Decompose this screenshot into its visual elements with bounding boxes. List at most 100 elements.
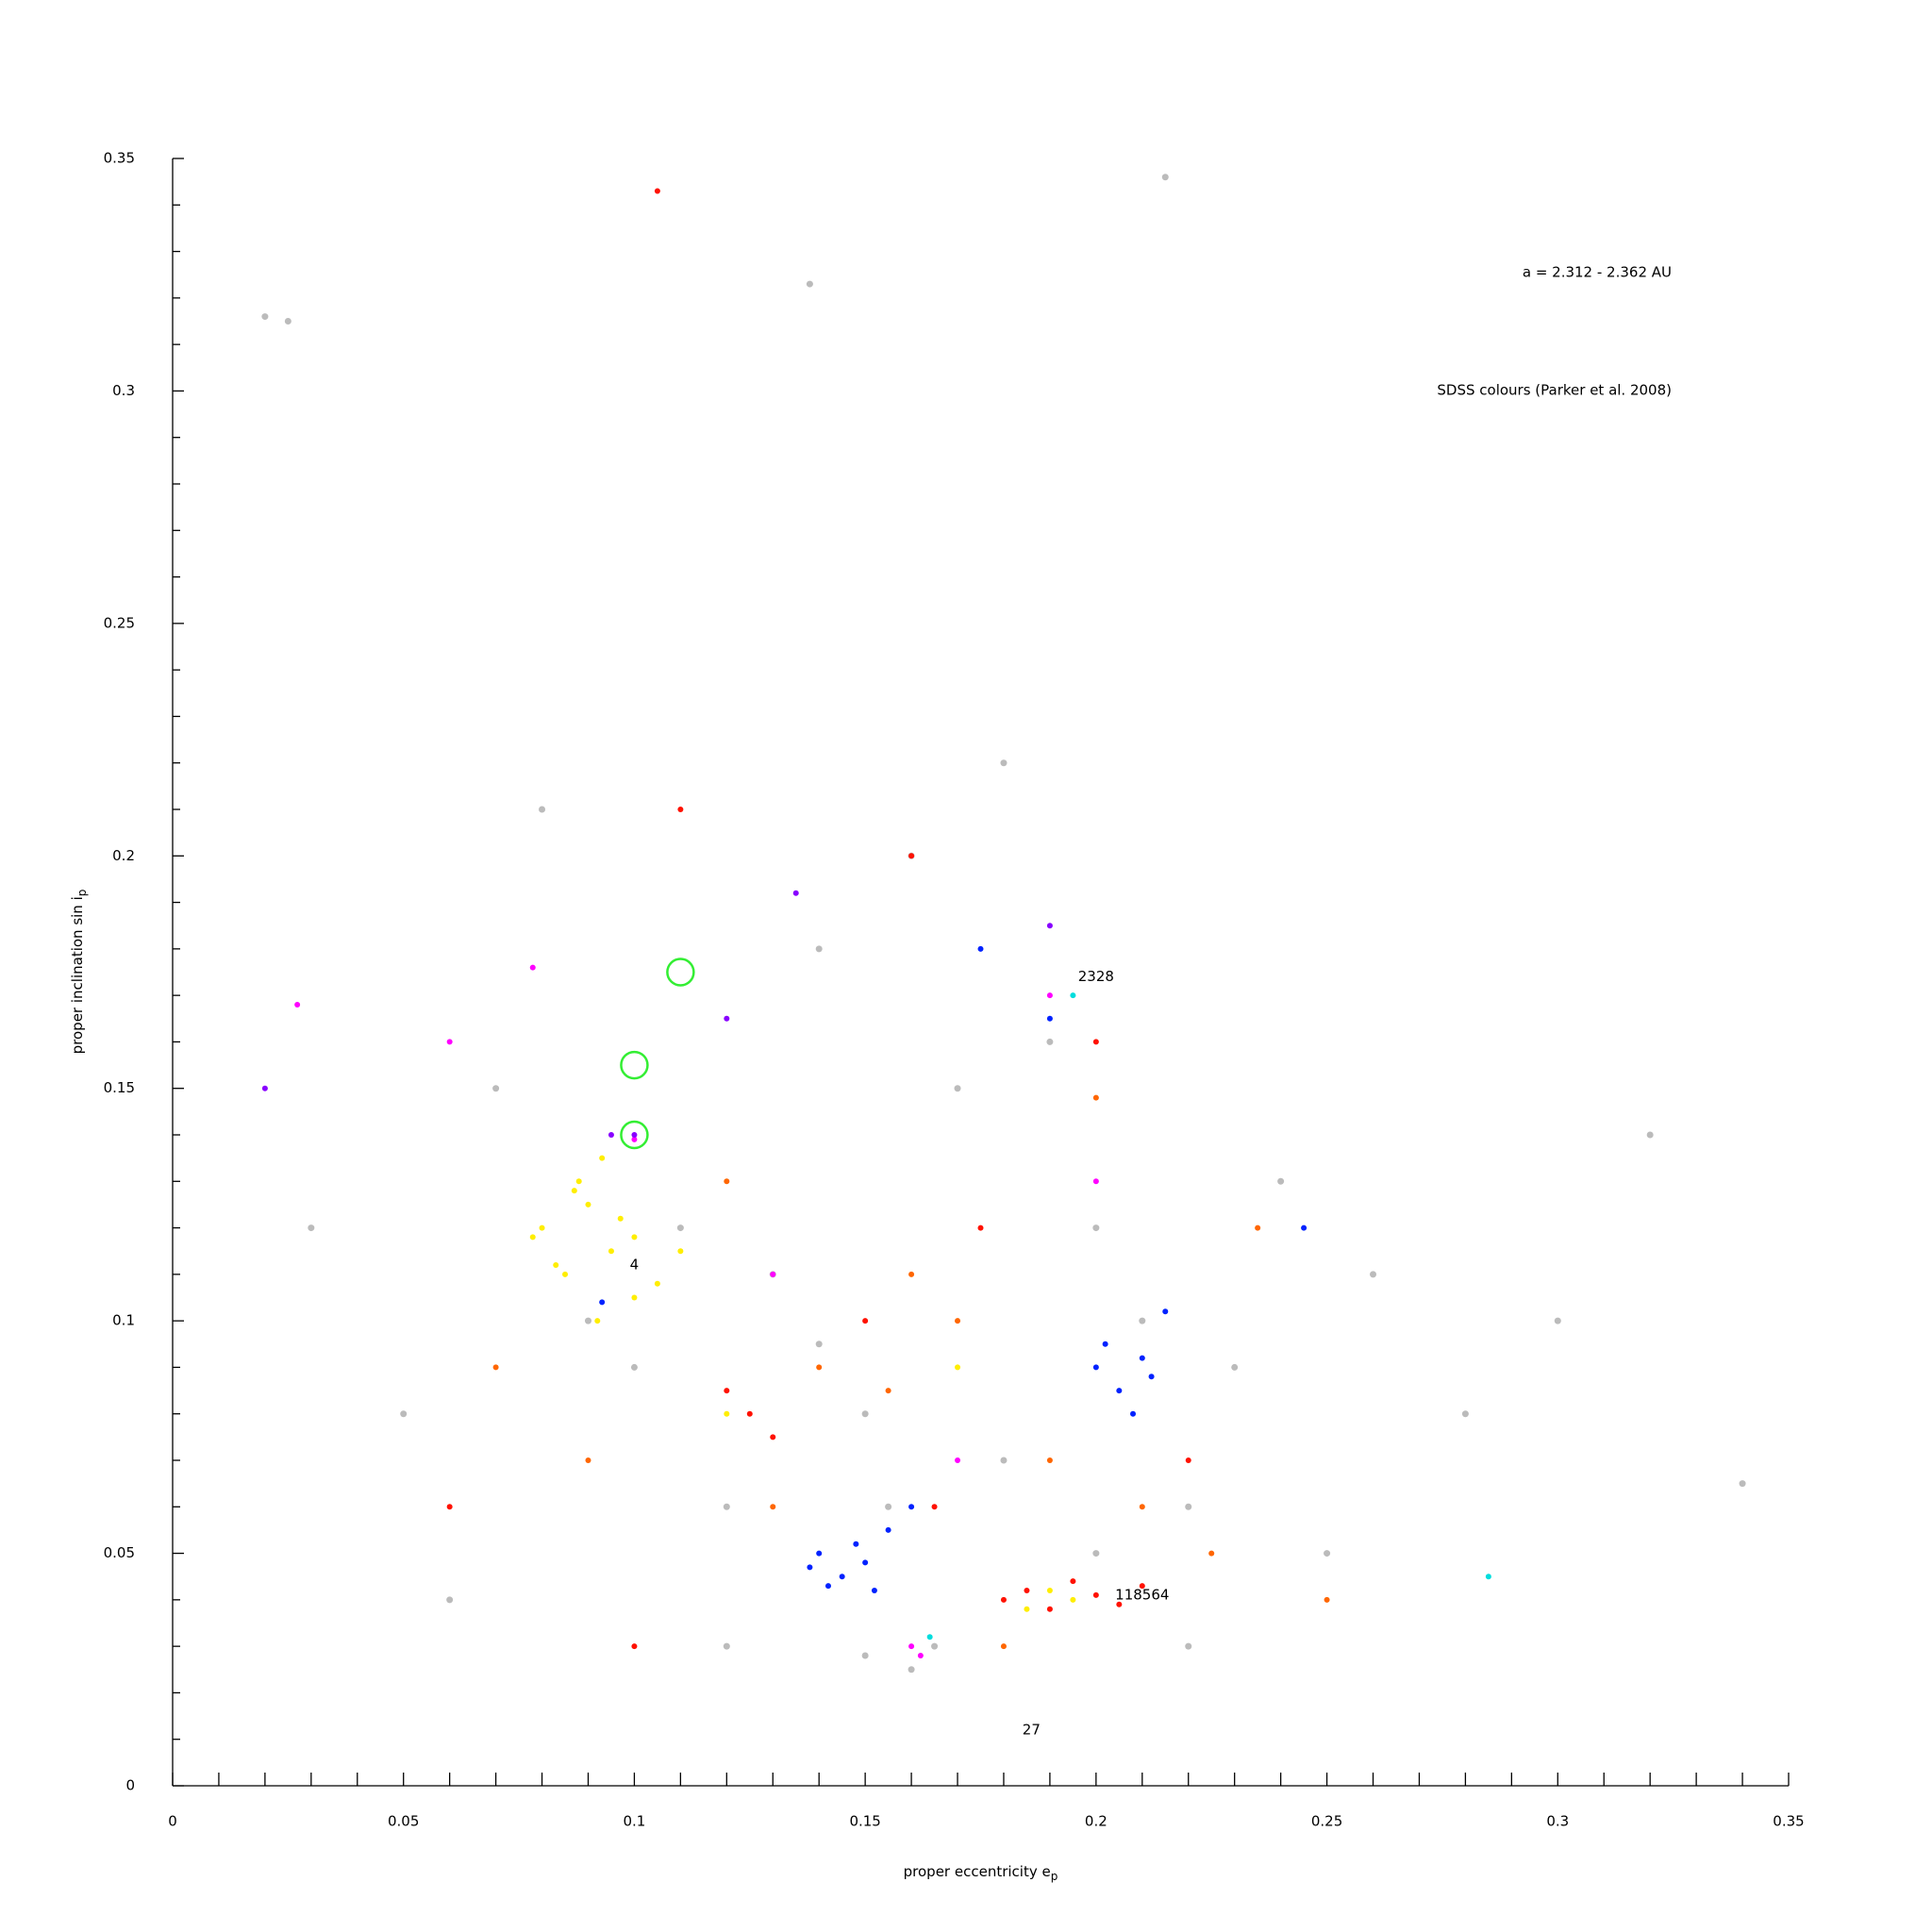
point — [1116, 1388, 1123, 1394]
point — [599, 1299, 606, 1306]
point — [954, 1085, 961, 1092]
x-tick-label: 0 — [168, 1813, 177, 1830]
point — [1102, 1341, 1108, 1347]
point — [885, 1503, 892, 1510]
point — [815, 1341, 823, 1348]
point — [1130, 1410, 1137, 1417]
point — [1000, 1643, 1007, 1650]
point — [746, 1410, 753, 1417]
point — [1185, 1642, 1192, 1650]
point — [1139, 1504, 1145, 1510]
y-tick-label: 0.2 — [112, 847, 135, 864]
highlight-circle — [620, 1120, 649, 1150]
point — [1116, 1601, 1123, 1607]
point — [926, 1634, 933, 1641]
point — [908, 1504, 915, 1510]
point — [1070, 1578, 1076, 1585]
highlight-circle — [620, 1050, 649, 1080]
point — [1046, 1606, 1053, 1612]
point — [917, 1653, 924, 1658]
point — [585, 1201, 591, 1208]
y-tick-label: 0.15 — [104, 1079, 135, 1096]
point — [529, 964, 536, 971]
point — [631, 1234, 638, 1241]
point — [1046, 923, 1053, 929]
point — [770, 1271, 776, 1277]
y-axis-label: proper inclination sin ip — [69, 890, 89, 1055]
point — [1161, 174, 1169, 181]
point — [261, 313, 269, 321]
x-tick-label: 0.2 — [1085, 1813, 1108, 1830]
point — [1277, 1177, 1285, 1185]
point — [1070, 1596, 1076, 1603]
point — [931, 1504, 938, 1510]
family-label: 27 — [1023, 1721, 1041, 1738]
point — [446, 1596, 454, 1604]
point — [1739, 1480, 1746, 1488]
point — [630, 1363, 638, 1371]
point — [724, 1410, 730, 1417]
point — [1301, 1224, 1307, 1231]
point — [1139, 1317, 1146, 1324]
y-tick-label: 0.05 — [104, 1544, 135, 1561]
point — [1139, 1355, 1145, 1361]
point — [806, 280, 813, 288]
point — [908, 1643, 915, 1650]
point — [1208, 1550, 1215, 1557]
point — [1092, 1094, 1099, 1101]
point — [631, 1132, 638, 1138]
y-tick-label: 0.3 — [112, 382, 135, 399]
point — [492, 1364, 499, 1371]
point — [1046, 1457, 1053, 1463]
point — [908, 1271, 915, 1277]
point — [955, 1457, 961, 1463]
point — [631, 1294, 638, 1301]
family-label: 118564 — [1115, 1586, 1169, 1603]
point — [571, 1188, 577, 1194]
point — [1646, 1131, 1654, 1139]
point — [871, 1588, 877, 1593]
point — [1139, 1583, 1145, 1590]
point — [608, 1248, 614, 1255]
point — [955, 1364, 961, 1371]
note: SDSS colours (Parker et al. 2008) — [1437, 382, 1672, 399]
point — [853, 1541, 859, 1547]
point — [1185, 1503, 1192, 1510]
point — [977, 1224, 984, 1231]
point — [816, 1550, 823, 1557]
x-tick-label: 0.35 — [1773, 1813, 1804, 1830]
y-tick-label: 0.35 — [104, 150, 135, 167]
point — [1046, 1015, 1053, 1022]
point — [261, 1085, 268, 1091]
note: a = 2.312 - 2.362 AU — [1523, 264, 1672, 281]
point — [1092, 1178, 1099, 1185]
point — [885, 1388, 891, 1394]
point — [585, 1457, 591, 1463]
point — [1046, 1588, 1053, 1593]
point — [723, 1503, 730, 1510]
point — [1046, 1038, 1054, 1045]
y-axis-label-main: proper inclination sin i — [69, 896, 86, 1054]
point — [562, 1271, 569, 1277]
point — [584, 1317, 591, 1324]
point — [1324, 1550, 1331, 1557]
point — [294, 1002, 301, 1008]
y-tick-label: 0 — [125, 1777, 135, 1794]
point — [862, 1318, 869, 1324]
point — [594, 1318, 601, 1324]
point — [1185, 1457, 1191, 1463]
point — [1046, 992, 1053, 999]
point — [1370, 1271, 1377, 1278]
point — [931, 1642, 939, 1650]
family-label: 4 — [630, 1257, 640, 1274]
point — [446, 1504, 453, 1510]
x-axis-label: proper eccentricity ep — [904, 1863, 1058, 1883]
point — [1231, 1363, 1239, 1371]
highlight-circle — [666, 958, 695, 987]
point — [792, 890, 799, 896]
point — [724, 1015, 730, 1022]
point — [529, 1234, 536, 1241]
point — [631, 1136, 638, 1142]
x-tick-label: 0.15 — [849, 1813, 880, 1830]
